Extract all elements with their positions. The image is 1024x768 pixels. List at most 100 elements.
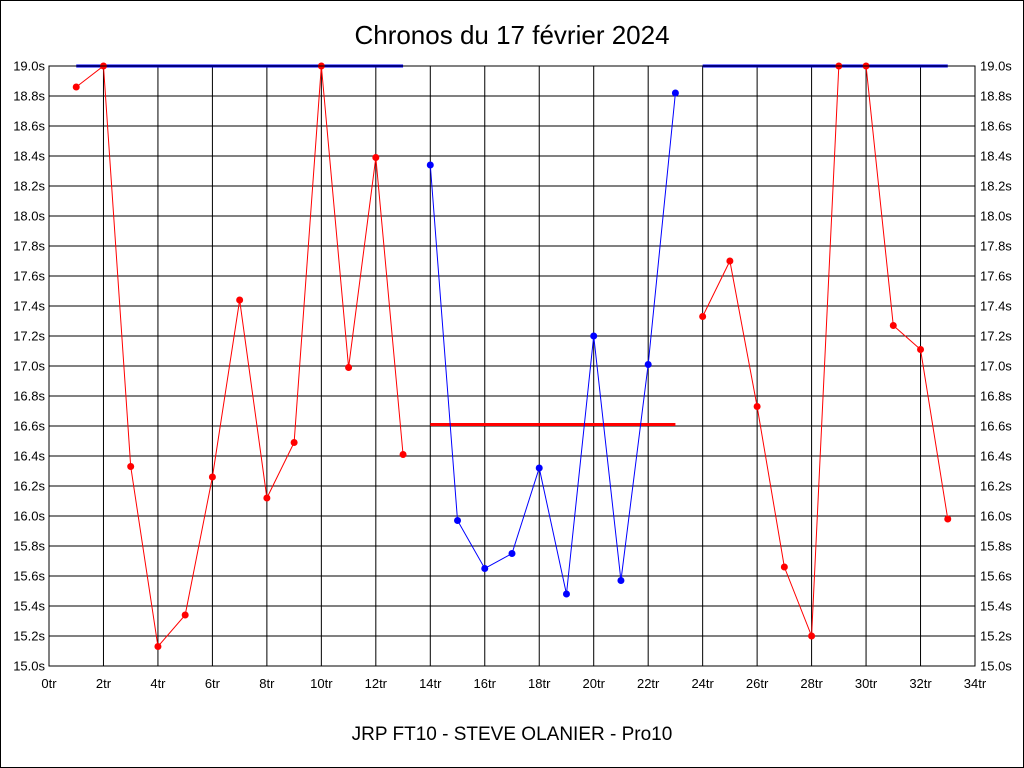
data-point	[154, 643, 162, 650]
data-point	[726, 257, 734, 265]
y-tick-label-right: 18.8s	[980, 89, 1012, 104]
y-tick-label-right: 15.4s	[980, 599, 1012, 614]
data-point	[372, 154, 380, 161]
x-tick-label: 18tr	[528, 676, 551, 691]
data-point	[399, 451, 407, 458]
data-point	[208, 473, 216, 481]
y-tick-label-left: 18.8s	[13, 89, 45, 104]
x-tick-label: 10tr	[310, 676, 333, 691]
x-tick-label: 26tr	[746, 676, 769, 691]
y-tick-label-left: 15.2s	[13, 629, 45, 644]
y-tick-label-right: 16.0s	[980, 509, 1012, 524]
series	[72, 62, 952, 650]
y-tick-label-right: 16.4s	[980, 449, 1012, 464]
y-tick-label-right: 18.0s	[980, 209, 1012, 224]
chart-footer: JRP FT10 - STEVE OLANIER - Pro10	[352, 724, 673, 745]
x-tick-label: 32tr	[909, 676, 932, 691]
x-tick-label: 22tr	[637, 676, 660, 691]
y-tick-label-right: 15.8s	[980, 539, 1012, 554]
x-tick-label: 8tr	[259, 676, 275, 691]
data-point	[699, 313, 707, 320]
y-tick-label-left: 18.6s	[13, 119, 45, 134]
y-tick-label-right: 17.0s	[980, 359, 1012, 374]
data-point	[671, 89, 679, 97]
data-point	[263, 494, 271, 502]
y-tick-label-left: 16.6s	[13, 419, 45, 434]
data-point	[808, 632, 816, 640]
y-tick-label-left: 15.0s	[13, 659, 45, 674]
data-point	[535, 464, 543, 472]
data-point	[644, 361, 652, 368]
series-2	[426, 89, 679, 598]
data-point	[127, 463, 135, 470]
y-tick-label-right: 18.6s	[980, 119, 1012, 134]
plot-border	[48, 65, 976, 667]
y-tick-label-right: 17.4s	[980, 299, 1012, 314]
y-tick-label-left: 15.6s	[13, 569, 45, 584]
y-tick-label-left: 18.0s	[13, 209, 45, 224]
y-tick-label-right: 15.6s	[980, 569, 1012, 584]
x-tick-label: 16tr	[474, 676, 497, 691]
chart-title: Chronos du 17 février 2024	[354, 20, 669, 50]
x-tick-label: 20tr	[583, 676, 606, 691]
y-tick-label-left: 15.8s	[13, 539, 45, 554]
series-line	[702, 65, 949, 637]
y-tick-label-left: 17.2s	[13, 329, 45, 344]
y-tick-label-left: 16.2s	[13, 479, 45, 494]
data-point	[780, 563, 788, 571]
series-1	[72, 62, 407, 650]
axis-labels: 15.0s 15.0s 15.2s 15.2s 15.4s 15.4s 15.6s 15.6s…	[13, 59, 1012, 692]
x-tick-label: 14tr	[419, 676, 442, 691]
x-tick-label: 28tr	[800, 676, 823, 691]
data-point	[181, 611, 189, 619]
y-tick-label-left: 16.4s	[13, 449, 45, 464]
y-tick-label-right: 17.6s	[980, 269, 1012, 284]
series-3	[699, 62, 952, 640]
x-tick-label: 2tr	[96, 676, 112, 691]
y-tick-label-right: 16.2s	[980, 479, 1012, 494]
series-line	[429, 92, 676, 595]
data-point	[590, 332, 598, 340]
x-tick-label: 4tr	[150, 676, 166, 691]
y-tick-label-left: 16.8s	[13, 389, 45, 404]
y-tick-label-left: 16.0s	[13, 509, 45, 524]
y-tick-label-right: 19.0s	[980, 59, 1012, 74]
y-tick-label-left: 18.2s	[13, 179, 45, 194]
data-point	[236, 296, 244, 304]
data-point	[889, 322, 897, 329]
data-point	[290, 439, 298, 446]
data-point	[917, 346, 925, 353]
x-tick-label: 34tr	[964, 676, 987, 691]
y-tick-label-left: 19.0s	[13, 59, 45, 74]
y-tick-label-right: 15.2s	[980, 629, 1012, 644]
data-point	[753, 403, 761, 410]
x-tick-label: 12tr	[365, 676, 388, 691]
data-point	[508, 550, 516, 557]
y-tick-label-left: 17.4s	[13, 299, 45, 314]
y-tick-label-left: 15.4s	[13, 599, 45, 614]
data-point	[426, 161, 434, 169]
data-point	[481, 565, 489, 572]
x-tick-label: 6tr	[205, 676, 221, 691]
data-point	[944, 515, 952, 523]
y-tick-label-right: 18.2s	[980, 179, 1012, 194]
y-tick-label-left: 18.4s	[13, 149, 45, 164]
x-tick-label: 24tr	[691, 676, 714, 691]
y-tick-label-right: 17.2s	[980, 329, 1012, 344]
x-tick-label: 0tr	[41, 676, 57, 691]
data-point	[345, 364, 353, 371]
y-tick-label-right: 18.4s	[980, 149, 1012, 164]
y-tick-label-right: 16.8s	[980, 389, 1012, 404]
data-point	[562, 590, 570, 598]
y-tick-label-left: 17.0s	[13, 359, 45, 374]
data-point	[617, 577, 625, 584]
y-tick-label-right: 16.6s	[980, 419, 1012, 434]
y-tick-label-left: 17.6s	[13, 269, 45, 284]
y-tick-label-right: 17.8s	[980, 239, 1012, 254]
data-point	[454, 517, 462, 524]
x-tick-label: 30tr	[855, 676, 878, 691]
y-tick-label-right: 15.0s	[980, 659, 1012, 674]
data-point	[72, 83, 80, 91]
grid	[48, 65, 976, 667]
